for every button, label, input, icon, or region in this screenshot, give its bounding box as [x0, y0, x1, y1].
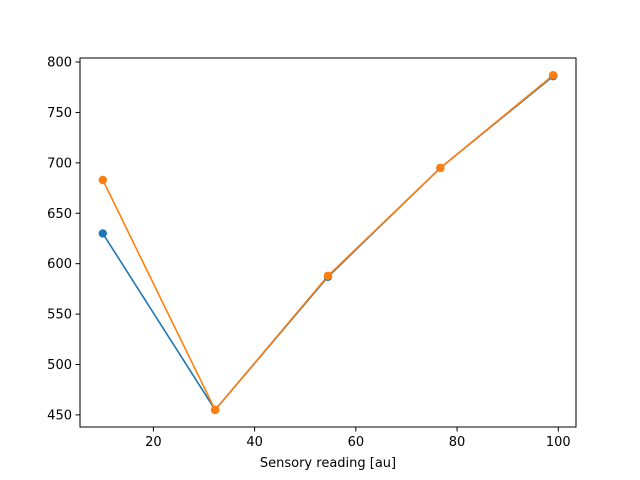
x-tick-label: 100 — [546, 435, 571, 450]
plot-area — [79, 57, 577, 428]
y-axis: 450 500 550 600 650 700 750 800 — [47, 56, 80, 423]
x-tick-label: 80 — [449, 435, 466, 450]
series-2-point — [323, 271, 333, 280]
axes-frame — [79, 57, 577, 428]
y-tick-label: 600 — [47, 257, 72, 272]
x-axis: 20 40 60 80 100 — [145, 427, 571, 450]
x-tick-label: 20 — [145, 435, 162, 450]
y-tick-label: 800 — [47, 56, 72, 71]
x-tick-label: 40 — [246, 435, 263, 450]
series-2-point — [98, 175, 107, 185]
y-tick-label: 750 — [47, 106, 72, 121]
y-tick-label: 500 — [47, 358, 72, 373]
y-tick-label: 650 — [47, 207, 72, 222]
series-1-point — [98, 229, 107, 238]
y-tick-label: 700 — [47, 156, 72, 171]
x-axis-label: Sensory reading [au] — [260, 456, 396, 471]
y-tick-label: 550 — [47, 308, 72, 323]
x-tick-label: 60 — [348, 435, 365, 450]
series-2-point — [549, 70, 558, 80]
series-2-point — [210, 405, 220, 415]
series-2-point — [436, 163, 445, 173]
y-tick-label: 450 — [47, 408, 72, 423]
